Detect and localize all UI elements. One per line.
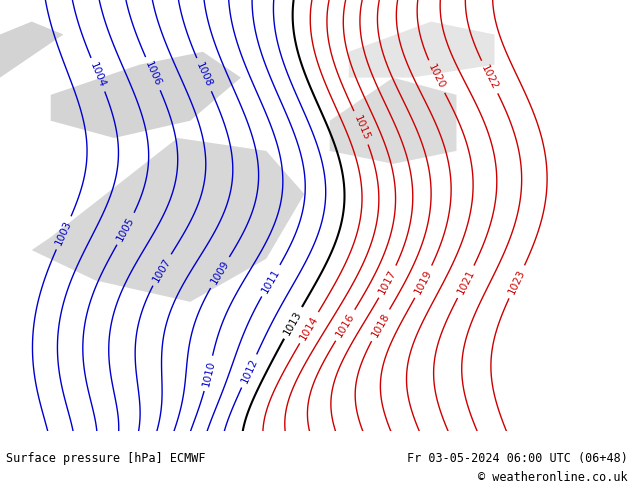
- Text: 1023: 1023: [507, 268, 527, 296]
- Text: 1003: 1003: [54, 219, 74, 247]
- Text: 1008: 1008: [194, 61, 214, 89]
- Text: 1005: 1005: [115, 215, 136, 243]
- Text: Surface pressure [hPa] ECMWF: Surface pressure [hPa] ECMWF: [6, 452, 206, 465]
- Text: 1012: 1012: [239, 357, 259, 385]
- Text: 1010: 1010: [201, 360, 216, 387]
- Text: 1020: 1020: [426, 63, 447, 91]
- Polygon shape: [51, 52, 241, 138]
- Text: 1007: 1007: [151, 256, 172, 284]
- Polygon shape: [32, 138, 304, 302]
- Text: 1013: 1013: [282, 309, 304, 337]
- Text: Fr 03-05-2024 06:00 UTC (06+48): Fr 03-05-2024 06:00 UTC (06+48): [407, 452, 628, 465]
- Polygon shape: [349, 22, 495, 77]
- Text: 1015: 1015: [351, 114, 371, 142]
- Text: 1016: 1016: [334, 311, 356, 339]
- Text: 1004: 1004: [88, 61, 108, 89]
- Text: 1019: 1019: [413, 268, 434, 296]
- Text: 1017: 1017: [377, 268, 398, 296]
- Polygon shape: [0, 22, 63, 77]
- Text: 1018: 1018: [370, 311, 391, 339]
- Text: 1006: 1006: [143, 60, 163, 88]
- Text: 1009: 1009: [209, 259, 231, 286]
- Polygon shape: [330, 77, 456, 164]
- Text: 1014: 1014: [298, 314, 320, 342]
- Text: 1022: 1022: [479, 63, 500, 91]
- Text: 1011: 1011: [260, 267, 281, 294]
- Text: 1021: 1021: [455, 268, 476, 296]
- Text: © weatheronline.co.uk: © weatheronline.co.uk: [478, 471, 628, 484]
